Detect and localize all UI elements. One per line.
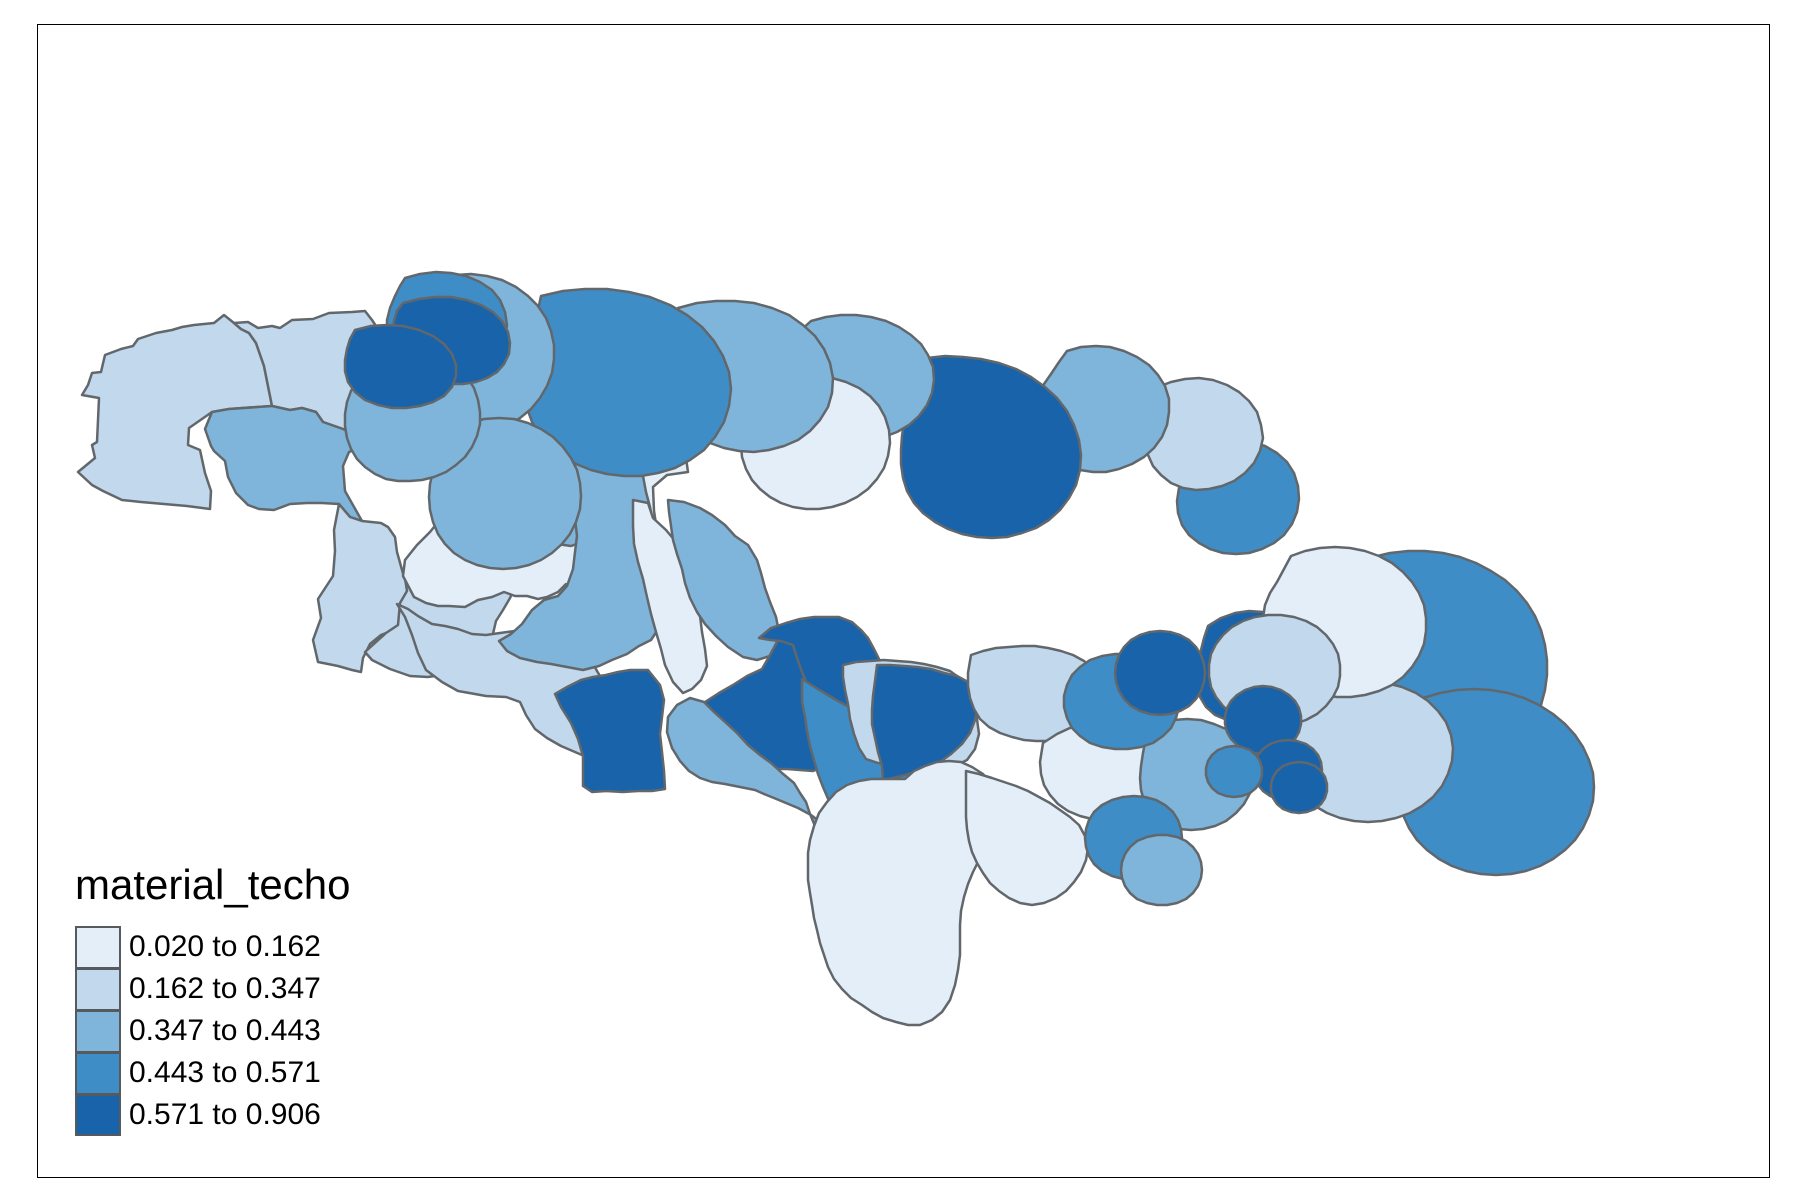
map-region	[899, 354, 1083, 540]
map-region	[1269, 760, 1329, 815]
legend-label: 0.443 to 0.571	[129, 1056, 321, 1089]
legend-items: 0.020 to 0.162 0.162 to 0.347 0.347 to 0.4…	[75, 926, 350, 1136]
map-region	[1119, 833, 1204, 907]
legend-item: 0.443 to 0.571	[75, 1052, 350, 1094]
legend: material_techo 0.020 to 0.162 0.162 to 0.…	[75, 862, 350, 1136]
map-region	[1204, 744, 1264, 799]
legend-swatch	[75, 926, 121, 968]
legend-item: 0.347 to 0.443	[75, 1010, 350, 1052]
map-region	[553, 668, 667, 794]
legend-title: material_techo	[75, 861, 351, 908]
map-region	[964, 769, 1090, 907]
legend-label: 0.571 to 0.906	[129, 1098, 321, 1131]
legend-item: 0.571 to 0.906	[75, 1094, 350, 1136]
legend-item: 0.020 to 0.162	[75, 926, 350, 968]
map-region	[343, 323, 458, 410]
legend-swatch	[75, 1094, 121, 1136]
legend-swatch	[75, 1052, 121, 1094]
legend-label: 0.347 to 0.443	[129, 1014, 321, 1047]
legend-label: 0.020 to 0.162	[129, 930, 321, 963]
map-region	[203, 404, 381, 523]
map-region	[311, 502, 412, 674]
legend-swatch	[75, 1010, 121, 1052]
map-region	[870, 663, 980, 782]
legend-item: 0.162 to 0.347	[75, 968, 350, 1010]
map-region	[1113, 629, 1207, 717]
legend-swatch	[75, 968, 121, 1010]
legend-label: 0.162 to 0.347	[129, 972, 321, 1005]
